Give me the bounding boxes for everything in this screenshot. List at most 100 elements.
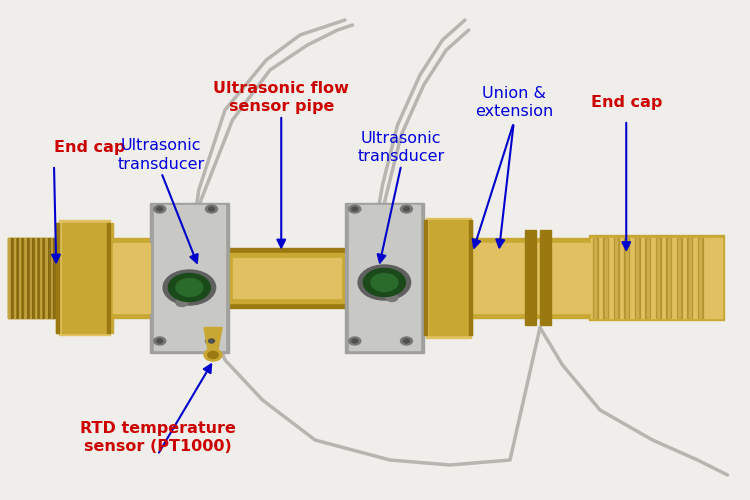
- Bar: [591, 238, 722, 318]
- Bar: [34, 238, 38, 318]
- Bar: [107, 222, 110, 332]
- Circle shape: [349, 205, 361, 213]
- Bar: [44, 238, 48, 318]
- Bar: [471, 238, 591, 318]
- Circle shape: [404, 339, 410, 343]
- Circle shape: [164, 270, 216, 305]
- Bar: [13, 238, 16, 318]
- Bar: [229, 248, 345, 308]
- Bar: [349, 205, 420, 350]
- Bar: [8, 238, 10, 318]
- Bar: [603, 238, 608, 318]
- Circle shape: [154, 205, 166, 213]
- Bar: [230, 252, 344, 302]
- Bar: [44, 238, 46, 318]
- Bar: [34, 238, 36, 318]
- Bar: [50, 238, 52, 318]
- Bar: [645, 238, 650, 318]
- Text: Ultrasonic flow
sensor pipe: Ultrasonic flow sensor pipe: [213, 80, 350, 114]
- Text: Ultrasonic
transducer: Ultrasonic transducer: [118, 138, 205, 172]
- Circle shape: [157, 339, 163, 343]
- Bar: [614, 238, 619, 318]
- Text: End cap: End cap: [590, 95, 662, 110]
- Bar: [22, 238, 23, 318]
- Bar: [27, 238, 28, 318]
- Bar: [56, 222, 112, 332]
- Circle shape: [371, 274, 398, 291]
- Bar: [676, 238, 682, 318]
- Bar: [687, 238, 692, 318]
- Circle shape: [157, 207, 163, 211]
- Bar: [698, 238, 703, 318]
- Bar: [624, 238, 629, 318]
- Bar: [154, 205, 225, 350]
- Bar: [656, 238, 661, 318]
- Bar: [8, 238, 56, 318]
- Text: End cap: End cap: [54, 140, 125, 155]
- Circle shape: [363, 268, 406, 296]
- Bar: [39, 238, 43, 318]
- Circle shape: [352, 339, 358, 343]
- Circle shape: [176, 278, 202, 296]
- Circle shape: [206, 205, 218, 213]
- Bar: [594, 238, 596, 318]
- Bar: [23, 238, 26, 318]
- Bar: [111, 238, 152, 318]
- Circle shape: [209, 339, 214, 343]
- Bar: [345, 202, 424, 352]
- Bar: [50, 238, 53, 318]
- Bar: [18, 238, 20, 318]
- Bar: [424, 220, 472, 335]
- Bar: [634, 238, 640, 318]
- Bar: [469, 220, 472, 335]
- Bar: [150, 202, 229, 352]
- Bar: [38, 238, 39, 318]
- Bar: [592, 238, 598, 318]
- Bar: [56, 222, 59, 332]
- Bar: [525, 230, 536, 325]
- Circle shape: [168, 274, 210, 301]
- Circle shape: [208, 352, 218, 358]
- Bar: [13, 238, 15, 318]
- Text: RTD temperature
sensor (PT1000): RTD temperature sensor (PT1000): [80, 420, 236, 454]
- Bar: [615, 238, 617, 318]
- Bar: [426, 218, 471, 338]
- Bar: [8, 238, 11, 318]
- Circle shape: [349, 337, 361, 345]
- Circle shape: [352, 207, 358, 211]
- Bar: [32, 238, 34, 318]
- Circle shape: [154, 337, 166, 345]
- Circle shape: [358, 265, 411, 300]
- Bar: [657, 238, 659, 318]
- Bar: [28, 238, 32, 318]
- Circle shape: [176, 298, 188, 306]
- Bar: [604, 238, 607, 318]
- Circle shape: [204, 349, 222, 361]
- Circle shape: [386, 294, 398, 302]
- Bar: [646, 238, 649, 318]
- Bar: [668, 238, 670, 318]
- Bar: [39, 238, 41, 318]
- Bar: [58, 220, 110, 335]
- Text: Union &
extension: Union & extension: [475, 86, 553, 119]
- Bar: [8, 238, 56, 318]
- Bar: [232, 258, 341, 298]
- Bar: [472, 242, 590, 312]
- Bar: [424, 220, 427, 335]
- Bar: [666, 238, 671, 318]
- Bar: [589, 235, 724, 320]
- Bar: [540, 230, 551, 325]
- Bar: [699, 238, 701, 318]
- Polygon shape: [204, 328, 222, 352]
- Bar: [62, 222, 106, 332]
- Bar: [53, 238, 55, 318]
- Circle shape: [400, 205, 412, 213]
- Circle shape: [404, 207, 410, 211]
- Bar: [48, 238, 50, 318]
- Bar: [11, 238, 13, 318]
- Bar: [429, 220, 468, 335]
- Bar: [18, 238, 22, 318]
- Bar: [636, 238, 638, 318]
- Bar: [626, 238, 628, 318]
- Bar: [688, 238, 691, 318]
